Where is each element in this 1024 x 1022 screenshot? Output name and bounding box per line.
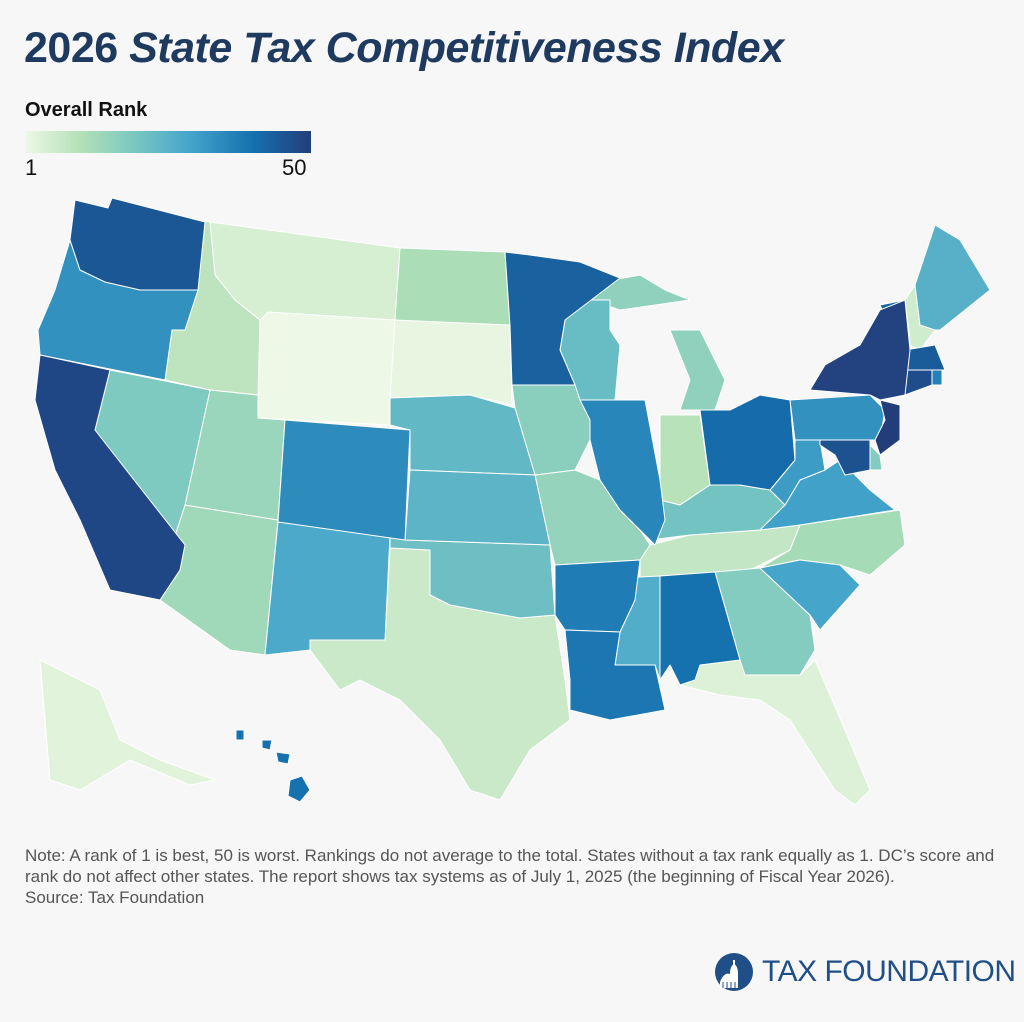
state-shape-fl [679,659,871,806]
state-shape-ma [904,344,946,371]
state-shape-ak [39,659,216,791]
state-shape-me [914,224,991,331]
state-shape-mo [534,469,651,566]
state-sc [759,559,861,631]
legend-min-label: 1 [25,155,38,180]
state-shape-hi [261,739,273,751]
note-text: Note: A rank of 1 is best, 50 is worst. … [25,846,995,886]
state-al [659,571,741,686]
state-shape-mn [504,251,621,386]
state-shape-hi [275,751,291,765]
us-state-map [34,197,991,806]
state-pa [789,394,886,441]
source-text: Source: Tax Foundation [25,888,205,907]
state-shape-ny [809,299,911,401]
state-shape-nd [394,247,511,326]
state-hi [235,729,311,803]
state-shape-ca [34,354,186,601]
legend-color-bar [25,131,311,153]
state-shape-pa [789,394,886,441]
state-shape-oh [699,394,796,491]
state-oh [699,394,796,491]
footnote: Note: A rank of 1 is best, 50 is worst. … [25,845,1005,908]
state-ca [34,354,186,601]
state-shape-ks [404,469,551,546]
state-shape-nm [264,521,391,656]
tax-foundation-logo: TAX FOUNDATION [714,952,1016,992]
state-ct [904,369,933,396]
state-shape-hi [235,729,245,741]
state-shape-md [819,439,871,476]
state-la [564,629,666,721]
state-shape-hi [287,775,311,803]
state-nm [264,521,391,656]
state-me [914,224,991,331]
state-shape-ri [931,367,943,386]
state-fl [679,659,871,806]
state-shape-wy [257,311,396,426]
state-nj [874,399,901,456]
state-shape-la [564,629,666,721]
state-md [819,439,871,476]
state-ma [904,344,946,371]
state-shape-ct [904,369,933,396]
state-shape-nj [874,399,901,456]
legend-title: Overall Rank [25,99,148,121]
state-shape-il [579,399,666,546]
logo-text: TAX FOUNDATION [762,955,1016,988]
state-ne [389,394,536,476]
state-mo [534,469,651,566]
state-shape-mi [669,329,726,411]
state-sd [389,319,513,406]
state-shape-co [277,419,411,541]
state-shape-al [659,571,741,686]
state-il [579,399,666,546]
legend-max-label: 50 [282,155,307,180]
state-co [277,419,411,541]
state-ak [39,659,216,791]
state-ri [931,367,943,386]
state-wa [69,197,206,291]
state-shape-sd [389,319,513,406]
state-shape-wa [69,197,206,291]
state-mn [504,251,621,386]
state-shape-sc [759,559,861,631]
state-ny [809,299,911,401]
state-nd [394,247,511,326]
page-title: 2026 State Tax Competitiveness Index [24,24,784,72]
state-wy [257,311,396,426]
capitol-dome-icon [715,953,753,991]
state-ks [404,469,551,546]
state-shape-ne [389,394,536,476]
